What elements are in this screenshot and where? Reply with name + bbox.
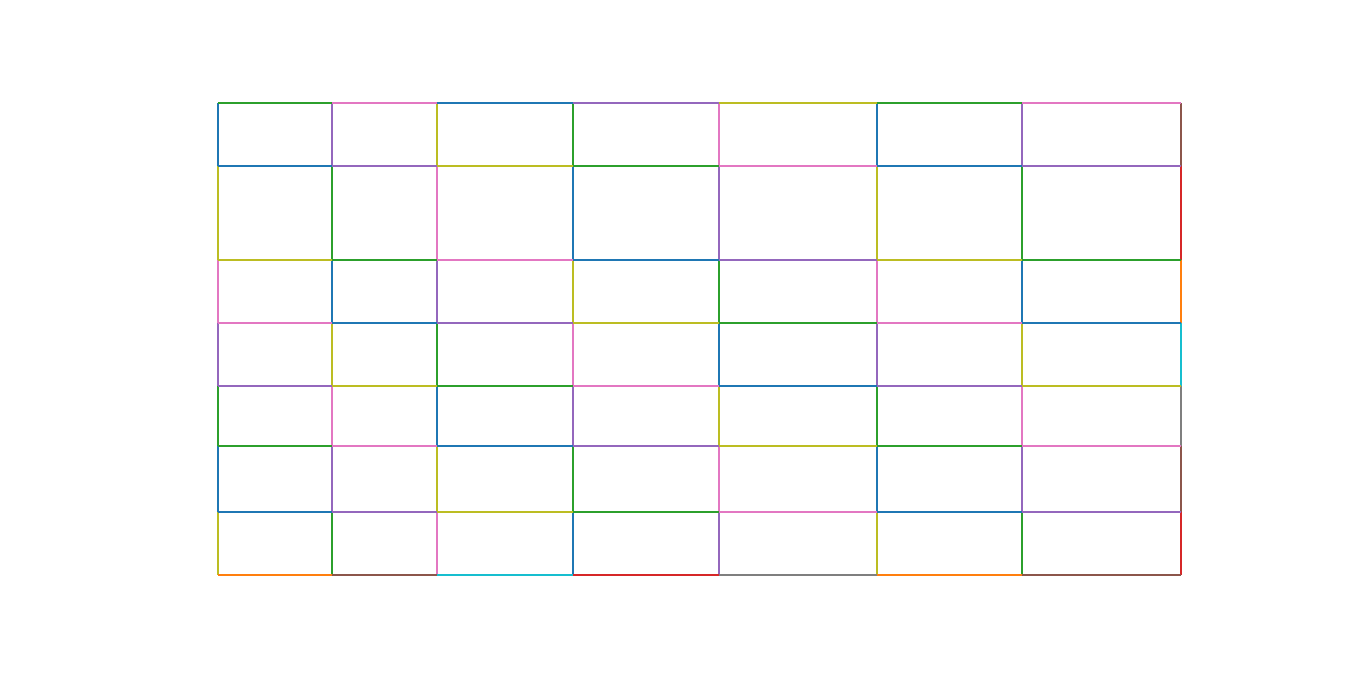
figure-canvas	[217, 102, 1182, 576]
grid-plot	[217, 102, 1182, 576]
